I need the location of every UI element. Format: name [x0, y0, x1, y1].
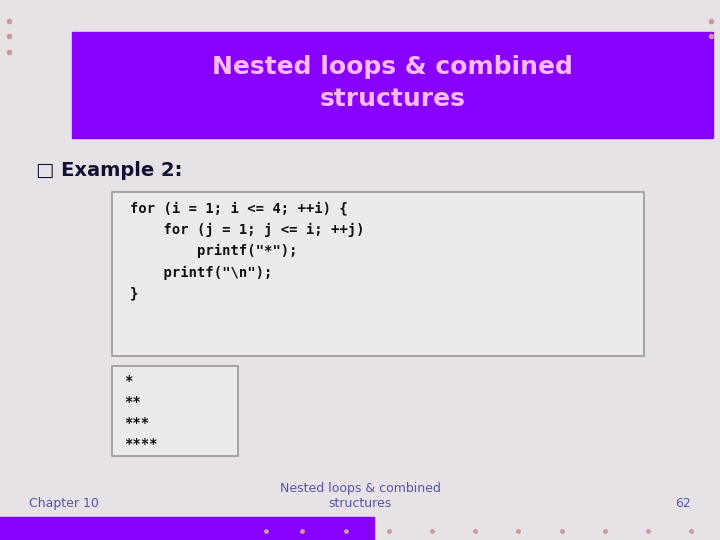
Text: Nested loops & combined
structures: Nested loops & combined structures: [279, 482, 441, 510]
Text: 62: 62: [675, 497, 691, 510]
Text: for (i = 1; i <= 4; ++i) {
    for (j = 1; j <= i; ++j)
        printf("*");
   : for (i = 1; i <= 4; ++i) { for (j = 1; j…: [130, 201, 364, 301]
Bar: [112, 192, 644, 356]
Bar: [0, 517, 374, 540]
Text: Chapter 10: Chapter 10: [29, 497, 99, 510]
Text: □ Example 2:: □ Example 2:: [36, 160, 182, 180]
Text: Nested loops & combined
structures: Nested loops & combined structures: [212, 55, 573, 111]
Text: *
**
***
****: * ** *** ****: [125, 374, 158, 451]
Bar: [112, 366, 238, 456]
Bar: [72, 32, 713, 138]
